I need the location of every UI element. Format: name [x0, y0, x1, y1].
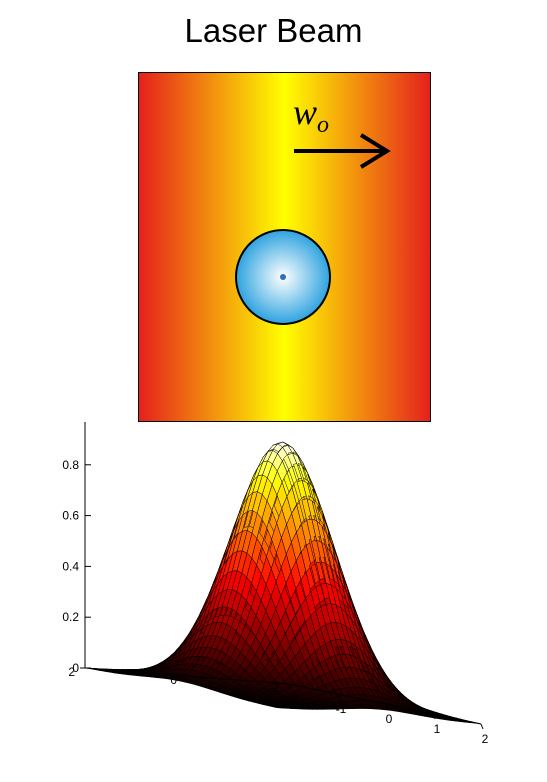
x-axis: -2 -1 0 1 2	[288, 683, 489, 746]
z-tick-label: 0.2	[62, 610, 79, 624]
beam-waist-label: wo	[293, 94, 329, 137]
page-title: Laser Beam	[184, 12, 363, 49]
x-tick-mark	[336, 693, 340, 700]
laser-beam-cross-section	[138, 72, 431, 422]
beam-waist-subscript: o	[317, 112, 330, 138]
x-tick-mark	[480, 723, 484, 730]
z-tick-label: 0.4	[62, 559, 79, 573]
surface-mesh	[84, 441, 482, 725]
x-tick-mark	[432, 713, 436, 720]
x-tick-mark	[384, 703, 388, 710]
y-tick-label: 0	[170, 673, 177, 687]
z-tick-label: 0.8	[62, 458, 79, 472]
x-tick-label: -2	[288, 692, 299, 706]
x-tick-label: 2	[482, 732, 489, 746]
x-tick-label: 0	[386, 712, 393, 726]
x-tick-mark	[288, 683, 292, 690]
z-tick-label: 0	[72, 661, 79, 675]
x-tick-label: -1	[336, 702, 347, 716]
beam-waist-arrowhead	[359, 133, 391, 169]
y-tick-label: -2	[268, 681, 279, 695]
z-tick-label: 0.6	[62, 509, 79, 523]
y-tick-label: 2	[68, 665, 75, 679]
z-axis: 00.20.40.60.81	[62, 422, 91, 675]
particle-center-dot	[280, 274, 286, 280]
x-tick-label: 1	[434, 722, 441, 736]
y-axis: -2 0 2	[68, 665, 290, 695]
beam-waist-symbol: w	[293, 92, 318, 132]
